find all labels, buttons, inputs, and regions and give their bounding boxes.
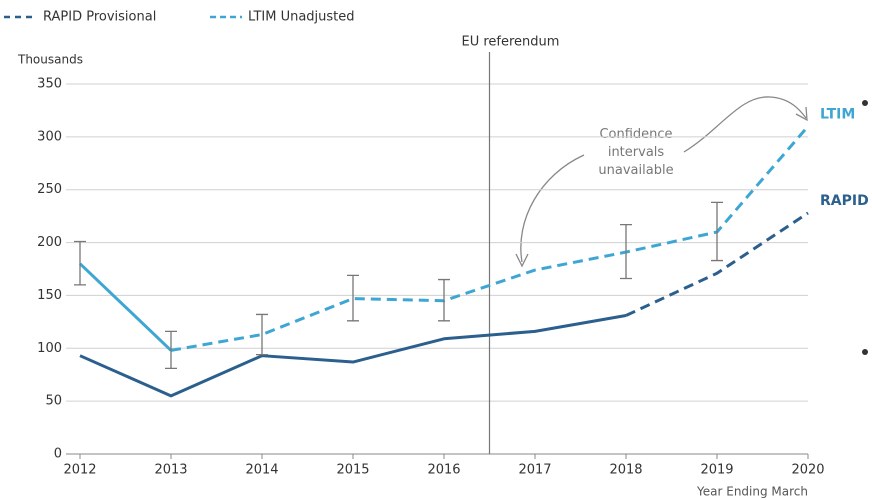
x-tick-label: 2017 bbox=[518, 463, 551, 478]
error-bar bbox=[347, 274, 359, 322]
x-tick-label: 2015 bbox=[336, 463, 369, 478]
error-bar bbox=[438, 278, 450, 322]
annotation: EU referendum bbox=[462, 35, 560, 50]
legend: RAPID Provisional LTIM Unadjusted bbox=[4, 10, 355, 25]
y-tick-label: 250 bbox=[37, 182, 62, 197]
y-tick-label: 50 bbox=[45, 394, 62, 409]
legend-label: LTIM Unadjusted bbox=[248, 10, 355, 25]
dot bbox=[862, 349, 868, 355]
y-tick-label: 100 bbox=[37, 341, 62, 356]
series-end-label: LTIM bbox=[820, 106, 855, 122]
x-axis-label: Year Ending March bbox=[696, 485, 808, 499]
x-tick-label: 2019 bbox=[700, 463, 733, 478]
series-line bbox=[79, 314, 627, 398]
x-tick-label: 2012 bbox=[63, 463, 96, 478]
y-tick-label: 150 bbox=[37, 288, 62, 303]
series-line bbox=[170, 125, 810, 352]
x-tick-label: 2018 bbox=[609, 463, 642, 478]
annotation-arrow bbox=[520, 154, 585, 263]
annotation-line: Confidence bbox=[599, 127, 672, 142]
dot bbox=[862, 100, 868, 106]
x-tick-label: 2013 bbox=[154, 463, 187, 478]
error-bar bbox=[256, 313, 268, 356]
annotation-line: intervals bbox=[608, 145, 665, 160]
annotation: Confidence intervals unavailable bbox=[598, 127, 673, 178]
y-tick-label: 300 bbox=[37, 129, 62, 144]
annotation-line: unavailable bbox=[598, 163, 673, 178]
annotation-arrow bbox=[683, 96, 807, 153]
arrowhead bbox=[515, 253, 529, 268]
error-bar bbox=[711, 201, 723, 262]
series-line bbox=[625, 211, 809, 317]
y-tick-label: 0 bbox=[54, 447, 62, 462]
series-end-label: RAPID bbox=[820, 193, 869, 209]
x-tick-label: 2014 bbox=[245, 463, 278, 478]
x-tick-label: 2016 bbox=[427, 463, 460, 478]
series-line bbox=[78, 262, 173, 352]
y-axis-label: Thousands bbox=[17, 53, 83, 67]
x-tick-label: 2020 bbox=[791, 463, 824, 478]
error-bar bbox=[74, 240, 86, 286]
error-bar bbox=[620, 223, 632, 280]
arrowhead bbox=[795, 106, 808, 122]
y-tick-label: 200 bbox=[37, 235, 62, 250]
error-bar bbox=[165, 330, 177, 370]
y-tick-label: 350 bbox=[37, 77, 62, 92]
legend-label: RAPID Provisional bbox=[43, 10, 156, 25]
